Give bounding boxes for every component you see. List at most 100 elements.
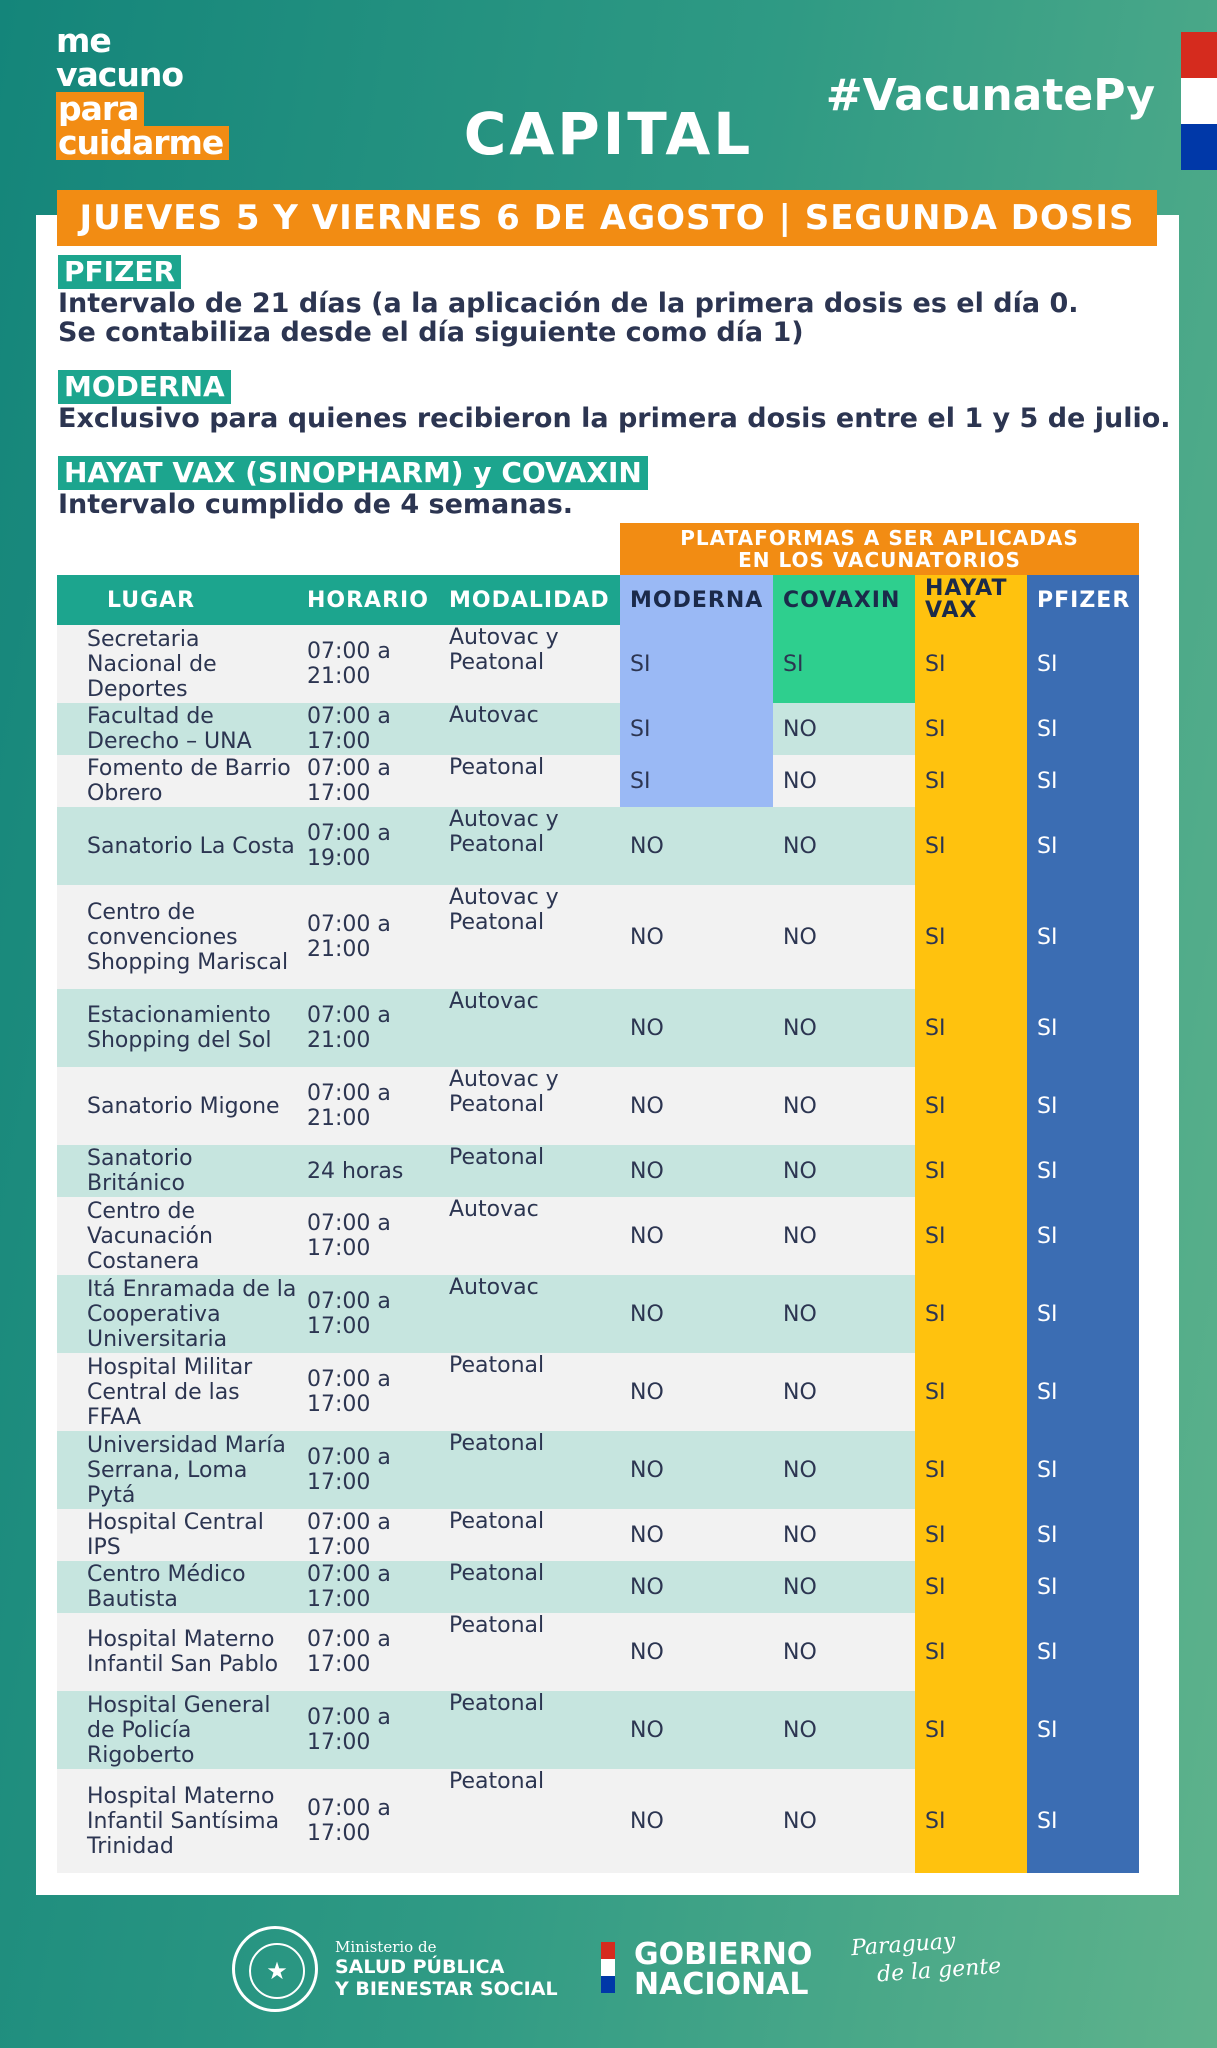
cell-pfizer: SI <box>1027 1145 1139 1197</box>
cell-lugar: Sanatorio La Costa <box>57 807 297 885</box>
ministry-line-1: SALUD PÚBLICA <box>335 1956 505 1978</box>
vaccine-text: Se contabiliza desde el día siguiente co… <box>58 317 804 348</box>
cell-pfizer: SI <box>1027 1197 1139 1275</box>
cell-moderna: NO <box>620 1431 773 1509</box>
cell-covaxin: NO <box>773 1067 915 1145</box>
cell-horario: 07:00 a 21:00 <box>297 989 439 1067</box>
cell-pfizer: SI <box>1027 1353 1139 1431</box>
table-row: Itá Enramada de la Cooperativa Universit… <box>57 1275 1139 1353</box>
cell-hayat: SI <box>915 1561 1027 1613</box>
cell-modalidad: Peatonal <box>439 1431 620 1509</box>
slogan-logo: Paraguay de la gente <box>850 1925 1002 1991</box>
cell-pfizer: SI <box>1027 1769 1139 1873</box>
paraguay-flag-icon <box>1181 32 1217 170</box>
cell-moderna: NO <box>620 1067 773 1145</box>
table-row: Hospital Central IPS 07:00 a 17:00 Peatona… <box>57 1509 1139 1561</box>
cell-horario: 07:00 a 21:00 <box>297 625 439 703</box>
cell-modalidad: Peatonal <box>439 1561 620 1613</box>
cell-lugar: Universidad María Serrana, Loma Pytá <box>57 1431 297 1509</box>
vaccine-text: Intervalo de 21 días (a la aplicación de… <box>58 288 1079 319</box>
cell-modalidad: Autovac <box>439 1275 620 1353</box>
cell-hayat: SI <box>915 1509 1027 1561</box>
cell-hayat: SI <box>915 755 1027 807</box>
gob-line-1: GOBIERNO <box>634 1937 813 1972</box>
header-modalidad: MODALIDAD <box>439 575 620 625</box>
cell-pfizer: SI <box>1027 1613 1139 1691</box>
cell-moderna: SI <box>620 703 773 755</box>
cell-horario: 07:00 a 17:00 <box>297 1613 439 1691</box>
cell-moderna: SI <box>620 625 773 703</box>
campaign-logo: me vacuno para cuidarme <box>56 24 266 160</box>
ministry-line-2: Y BIENESTAR SOCIAL <box>335 1978 558 2000</box>
logo-line-3: para <box>56 92 145 126</box>
cell-covaxin: NO <box>773 755 915 807</box>
cell-hayat: SI <box>915 1613 1027 1691</box>
cell-hayat: SI <box>915 1769 1027 1873</box>
cell-covaxin: NO <box>773 1561 915 1613</box>
header-moderna: MODERNA <box>620 575 773 625</box>
cell-lugar: Centro de convenciones Shopping Mariscal <box>57 885 297 989</box>
header-hayat-vax: HAYAT VAX <box>915 575 1027 625</box>
cell-covaxin: NO <box>773 885 915 989</box>
cell-moderna: NO <box>620 1561 773 1613</box>
table-row: Hospital Militar Central de las FFAA 07:0… <box>57 1353 1139 1431</box>
cell-pfizer: SI <box>1027 1067 1139 1145</box>
cell-lugar: Facultad de Derecho – UNA <box>57 703 297 755</box>
cell-lugar: Estacionamiento Shopping del Sol <box>57 989 297 1067</box>
cell-lugar: Hospital Materno Infantil San Pablo <box>57 1613 297 1691</box>
vaccine-text: Exclusivo para quienes recibieron la pri… <box>58 403 1171 434</box>
cell-moderna: NO <box>620 1145 773 1197</box>
vaccine-info-hayat-covaxin: HAYAT VAX (SINOPHARM) y COVAXIN Interval… <box>58 456 648 519</box>
table-row: Hospital Materno Infantil San Pablo 07:00… <box>57 1613 1139 1691</box>
cell-covaxin: NO <box>773 1691 915 1769</box>
cell-pfizer: SI <box>1027 1509 1139 1561</box>
header-covaxin: COVAXIN <box>773 575 915 625</box>
cell-horario: 07:00 a 17:00 <box>297 1691 439 1769</box>
cell-pfizer: SI <box>1027 989 1139 1067</box>
cell-moderna: NO <box>620 885 773 989</box>
cell-lugar: Hospital Materno Infantil Santísima Trin… <box>57 1769 297 1873</box>
cell-horario: 07:00 a 17:00 <box>297 755 439 807</box>
platforms-line-1: PLATAFORMAS A SER APLICADAS <box>680 526 1079 550</box>
cell-covaxin: NO <box>773 989 915 1067</box>
cell-lugar: Fomento de Barrio Obrero <box>57 755 297 807</box>
vaccine-text: Intervalo cumplido de 4 semanas. <box>58 489 574 520</box>
cell-modalidad: Autovac <box>439 1197 620 1275</box>
cell-lugar: Hospital General de Policía Rigoberto <box>57 1691 297 1769</box>
table-row: Hospital Materno Infantil Santísima Trin… <box>57 1769 1139 1873</box>
cell-lugar: Secretaria Nacional de Deportes <box>57 625 297 703</box>
government-logo: GOBIERNO NACIONAL <box>634 1940 812 2000</box>
cell-covaxin: NO <box>773 1769 915 1873</box>
cell-modalidad: Peatonal <box>439 1353 620 1431</box>
cell-horario: 07:00 a 17:00 <box>297 703 439 755</box>
national-seal-icon: ★ <box>232 1926 318 2012</box>
footer: ★ Ministerio de SALUD PÚBLICA Y BIENESTA… <box>0 1920 1217 2030</box>
cell-hayat: SI <box>915 989 1027 1067</box>
cell-modalidad: Autovac y Peatonal <box>439 885 620 989</box>
cell-covaxin: NO <box>773 1431 915 1509</box>
cell-covaxin: NO <box>773 807 915 885</box>
cell-modalidad: Peatonal <box>439 1145 620 1197</box>
header-pfizer: PFIZER <box>1027 575 1139 625</box>
cell-lugar: Centro Médico Bautista <box>57 1561 297 1613</box>
cell-covaxin: NO <box>773 1353 915 1431</box>
ministry-logo: Ministerio de SALUD PÚBLICA Y BIENESTAR … <box>335 1938 558 2000</box>
cell-horario: 24 horas <box>297 1145 439 1197</box>
cell-hayat: SI <box>915 625 1027 703</box>
cell-modalidad: Autovac y Peatonal <box>439 1067 620 1145</box>
cell-pfizer: SI <box>1027 755 1139 807</box>
cell-moderna: NO <box>620 807 773 885</box>
header-horario: HORARIO <box>297 575 439 625</box>
cell-modalidad: Peatonal <box>439 755 620 807</box>
table-row: Secretaria Nacional de Deportes 07:00 a 2… <box>57 625 1139 703</box>
vaccine-tag: PFIZER <box>58 255 182 289</box>
table-row: Sanatorio La Costa 07:00 a 19:00 Autovac y… <box>57 807 1139 885</box>
cell-hayat: SI <box>915 1067 1027 1145</box>
cell-lugar: Sanatorio Británico <box>57 1145 297 1197</box>
cell-lugar: Hospital Central IPS <box>57 1509 297 1561</box>
table-row: Centro de Vacunación Costanera 07:00 a 17… <box>57 1197 1139 1275</box>
cell-covaxin: SI <box>773 625 915 703</box>
logo-line-2: vacuno <box>56 55 184 94</box>
ministry-small: Ministerio de <box>335 1938 437 1956</box>
table-row: Centro Médico Bautista 07:00 a 17:00 Peato… <box>57 1561 1139 1613</box>
